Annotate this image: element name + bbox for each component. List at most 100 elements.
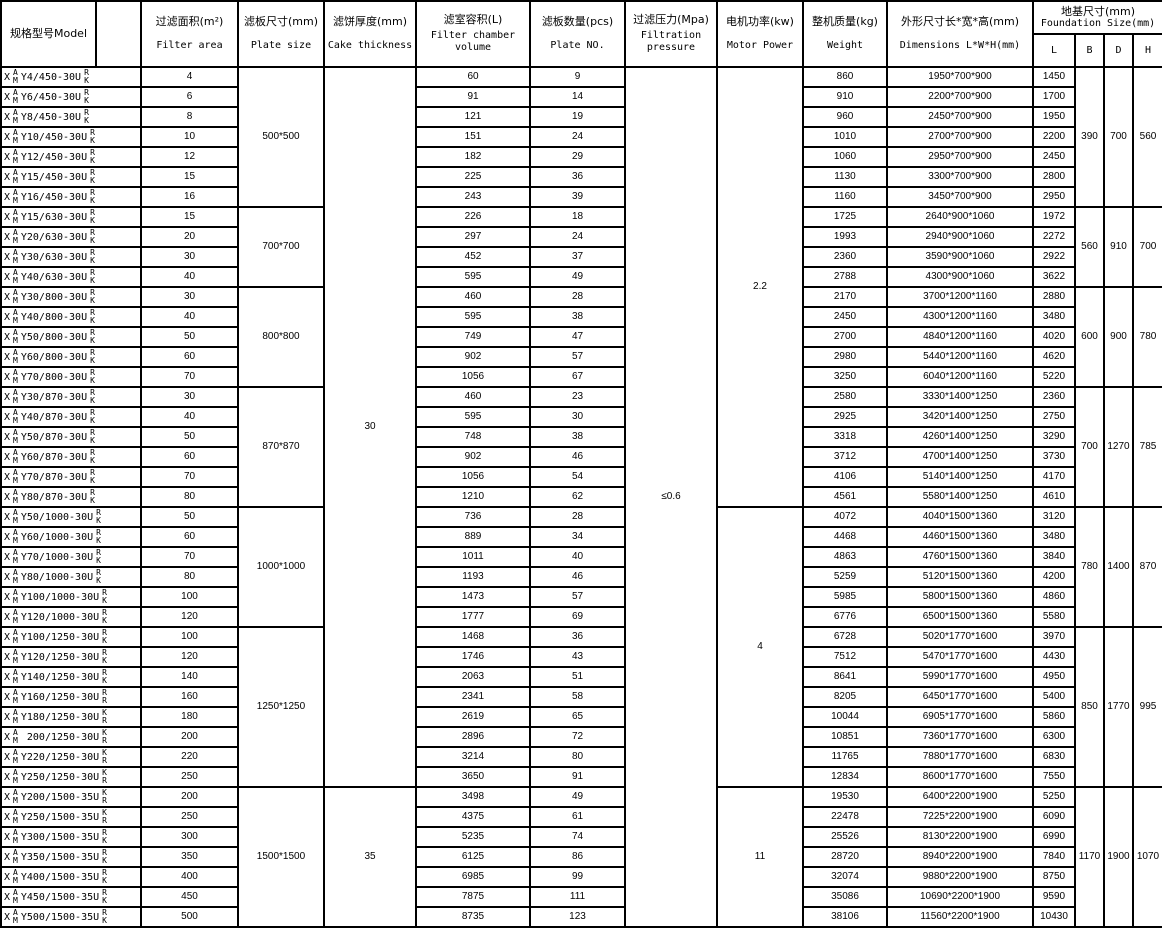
table-row: X A M Y15/450-30U R K 15 225 36 1130 3300*700*900 2… <box>0 166 1162 188</box>
dimensions-cell: 5800*1500*1360 <box>886 586 1034 608</box>
filter-area-cell: 200 <box>140 786 239 808</box>
chamber-volume-cell: 1193 <box>415 566 531 588</box>
weight-cell: 12834 <box>802 766 888 788</box>
header-foundation-d: D <box>1103 33 1134 68</box>
weight-cell: 4561 <box>802 486 888 508</box>
chamber-volume-cell: 1210 <box>415 486 531 508</box>
table-row: X A M Y40/870-30U R K 40 595 30 2925 3420*1400*125… <box>0 406 1162 428</box>
chamber-volume-cell: 889 <box>415 526 531 548</box>
plate-number-cell: 40 <box>529 546 626 568</box>
dimensions-cell: 8600*1770*1600 <box>886 766 1034 788</box>
model-cell: X A M Y6/450-30U R K <box>0 86 142 108</box>
weight-cell: 2788 <box>802 266 888 288</box>
weight-cell: 6728 <box>802 626 888 648</box>
table-row: X A M Y160/1250-30U R R 160 2341 58 8205 6450*1770… <box>0 686 1162 708</box>
table-row: X A M Y30/630-30U R K 30 452 37 2360 3590*900*1060… <box>0 246 1162 268</box>
chamber-volume-cell: 1468 <box>415 626 531 648</box>
foundation-l-cell: 4620 <box>1032 346 1076 368</box>
table-row: X A M Y80/870-30U R K 80 1210 62 4561 5580*1400*12… <box>0 486 1162 508</box>
foundation-l-cell: 4950 <box>1032 666 1076 688</box>
chamber-volume-cell: 182 <box>415 146 531 168</box>
filter-area-cell: 16 <box>140 186 239 208</box>
table-row: X A M Y60/1000-30U R K 60 889 34 4468 4460*1500*13… <box>0 526 1162 548</box>
model-cell: X A M Y180/1250-30U K R <box>0 706 142 728</box>
weight-cell: 1060 <box>802 146 888 168</box>
filter-area-cell: 40 <box>140 406 239 428</box>
model-cell: X A M Y60/1000-30U R K <box>0 526 142 548</box>
plate-size-cell: 1000*1000 <box>237 506 325 628</box>
model-cell: X A M Y80/1000-30U R K <box>0 566 142 588</box>
table-row: X A M Y30/800-30U R K 30 800*800 460 28 2170 3700*1… <box>0 286 1162 388</box>
table-row: X A M Y120/1000-30U R K 120 1777 69 6776 6500*1500… <box>0 606 1162 628</box>
table-row: X A M Y300/1500-35U R K 300 5235 74 25526 8130*220… <box>0 826 1162 848</box>
foundation-l-cell: 3120 <box>1032 506 1076 528</box>
dimensions-cell: 3330*1400*1250 <box>886 386 1034 408</box>
foundation-h-cell: 870 <box>1131 506 1162 628</box>
table-row: X A M Y80/1000-30U R K 80 1193 46 5259 5120*1500*1… <box>0 566 1162 588</box>
weight-cell: 7512 <box>802 646 888 668</box>
dimensions-cell: 2640*900*1060 <box>886 206 1034 228</box>
plate-number-cell: 38 <box>529 426 626 448</box>
table-row: X A M Y16/450-30U R K 16 243 39 1160 3450*700*900 2… <box>0 186 1162 208</box>
filter-area-cell: 15 <box>140 206 239 228</box>
dimensions-cell: 4300*1200*1160 <box>886 306 1034 328</box>
foundation-h-cell: 560 <box>1131 66 1162 208</box>
foundation-l-cell: 4430 <box>1032 646 1076 668</box>
dimensions-cell: 2200*700*900 <box>886 86 1034 108</box>
model-cell: X A M Y70/800-30U R K <box>0 366 142 388</box>
header-chamber-volume: 滤室容积(L) Filter chamber volume <box>415 0 531 68</box>
chamber-volume-cell: 297 <box>415 226 531 248</box>
plate-number-cell: 99 <box>529 866 626 888</box>
filter-area-cell: 70 <box>140 546 239 568</box>
model-cell: X A M Y40/800-30U R K <box>0 306 142 328</box>
plate-number-cell: 74 <box>529 826 626 848</box>
plate-number-cell: 67 <box>529 366 626 388</box>
filter-area-cell: 60 <box>140 526 239 548</box>
dimensions-cell: 7360*1770*1600 <box>886 726 1034 748</box>
plate-number-cell: 58 <box>529 686 626 708</box>
table-row: X A M Y70/800-30U R K 70 1056 67 3250 6040*1200*11… <box>0 366 1162 388</box>
plate-number-cell: 28 <box>529 286 626 308</box>
filter-area-cell: 160 <box>140 686 239 708</box>
dimensions-cell: 7225*2200*1900 <box>886 806 1034 828</box>
weight-cell: 910 <box>802 86 888 108</box>
foundation-l-cell: 2450 <box>1032 146 1076 168</box>
weight-cell: 1725 <box>802 206 888 228</box>
model-cell: X A M Y100/1250-30U R K <box>0 626 142 648</box>
foundation-h-cell: 995 <box>1131 626 1162 788</box>
filter-area-cell: 40 <box>140 306 239 328</box>
dimensions-cell: 3300*700*900 <box>886 166 1034 188</box>
weight-cell: 1993 <box>802 226 888 248</box>
dimensions-cell: 2700*700*900 <box>886 126 1034 148</box>
chamber-volume-cell: 1011 <box>415 546 531 568</box>
model-cell: X A M Y30/800-30U R K <box>0 286 142 308</box>
dimensions-cell: 4040*1500*1360 <box>886 506 1034 528</box>
chamber-volume-cell: 902 <box>415 446 531 468</box>
foundation-b-cell: 560 <box>1074 206 1105 288</box>
table-row: X A M Y250/1500-35U K R 250 4375 61 22478 7225*220… <box>0 806 1162 828</box>
dimensions-cell: 6450*1770*1600 <box>886 686 1034 708</box>
table-row: X A M Y4/450-30U R K 4 500*500 30 60 9 ≤0.6 2.2 860 19… <box>0 66 1162 928</box>
plate-number-cell: 36 <box>529 166 626 188</box>
weight-cell: 2925 <box>802 406 888 428</box>
weight-cell: 8641 <box>802 666 888 688</box>
foundation-l-cell: 6300 <box>1032 726 1076 748</box>
weight-cell: 11765 <box>802 746 888 768</box>
header-pressure: 过滤压力(Mpa) Filtration pressure <box>624 0 718 68</box>
chamber-volume-cell: 226 <box>415 206 531 228</box>
dimensions-cell: 5580*1400*1250 <box>886 486 1034 508</box>
filter-area-cell: 250 <box>140 766 239 788</box>
plate-number-cell: 47 <box>529 326 626 348</box>
chamber-volume-cell: 225 <box>415 166 531 188</box>
foundation-l-cell: 3480 <box>1032 526 1076 548</box>
foundation-l-cell: 2200 <box>1032 126 1076 148</box>
header-model: 规格型号Model <box>0 0 97 68</box>
dimensions-cell: 10690*2200*1900 <box>886 886 1034 908</box>
filter-area-cell: 50 <box>140 426 239 448</box>
filter-area-cell: 120 <box>140 646 239 668</box>
foundation-l-cell: 2360 <box>1032 386 1076 408</box>
foundation-l-cell: 3840 <box>1032 546 1076 568</box>
foundation-l-cell: 1950 <box>1032 106 1076 128</box>
dimensions-cell: 5140*1400*1250 <box>886 466 1034 488</box>
plate-number-cell: 14 <box>529 86 626 108</box>
